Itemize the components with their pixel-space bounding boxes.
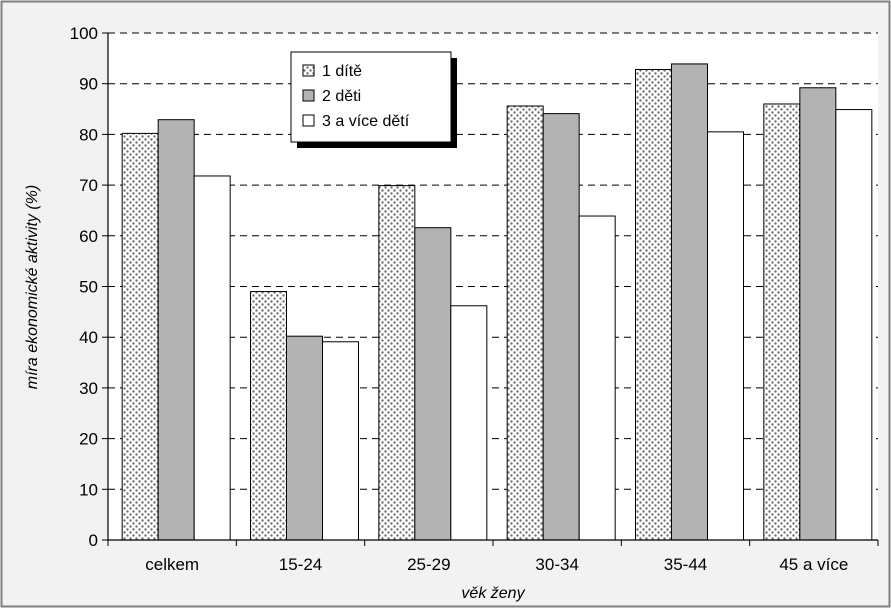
legend-label: 2 děti	[322, 88, 361, 105]
legend-label: 3 a více dětí	[322, 113, 410, 130]
y-tick-label: 50	[79, 278, 98, 297]
x-tick-label: 15-24	[279, 555, 322, 574]
y-tick-label: 100	[70, 24, 98, 43]
x-tick-label: 35-44	[664, 555, 707, 574]
bar	[707, 131, 744, 541]
y-axis-title: míra ekonomické aktivity (%)	[24, 185, 41, 390]
y-tick-label: 40	[79, 328, 98, 347]
bar	[286, 335, 323, 541]
x-tick-label: 30-34	[535, 555, 578, 574]
bar	[193, 175, 231, 541]
legend-swatch	[302, 114, 315, 127]
bar	[506, 105, 544, 541]
x-tick-label: celkem	[145, 555, 199, 574]
bar	[578, 215, 616, 541]
y-tick-label: 90	[79, 75, 98, 94]
legend: 1 dítě 2 děti 3 a více dětí	[290, 51, 457, 148]
x-axis-title: věk ženy	[461, 585, 525, 602]
bar	[450, 305, 488, 541]
bar	[250, 291, 287, 541]
legend-box	[290, 51, 452, 143]
y-tick-label: 60	[79, 227, 98, 246]
bar	[763, 103, 801, 541]
y-tick-label: 80	[79, 125, 98, 144]
y-tick-label: 0	[89, 531, 98, 550]
bar	[322, 341, 359, 541]
bar	[542, 113, 580, 541]
y-tick-label: 10	[79, 480, 98, 499]
bar	[635, 69, 672, 541]
legend-label: 1 dítě	[322, 63, 362, 80]
y-tick-label: 20	[79, 430, 98, 449]
legend-swatch	[302, 89, 315, 102]
bar	[799, 87, 837, 541]
bar	[121, 132, 159, 541]
y-tick-label: 70	[79, 176, 98, 195]
bar	[835, 109, 873, 541]
bar	[378, 185, 416, 541]
x-tick-label: 25-29	[407, 555, 450, 574]
bar	[157, 119, 195, 541]
bar	[414, 227, 452, 541]
x-tick-label: 45 a více	[779, 555, 848, 574]
bar	[671, 63, 708, 541]
legend-swatch	[302, 64, 315, 77]
y-tick-label: 30	[79, 379, 98, 398]
